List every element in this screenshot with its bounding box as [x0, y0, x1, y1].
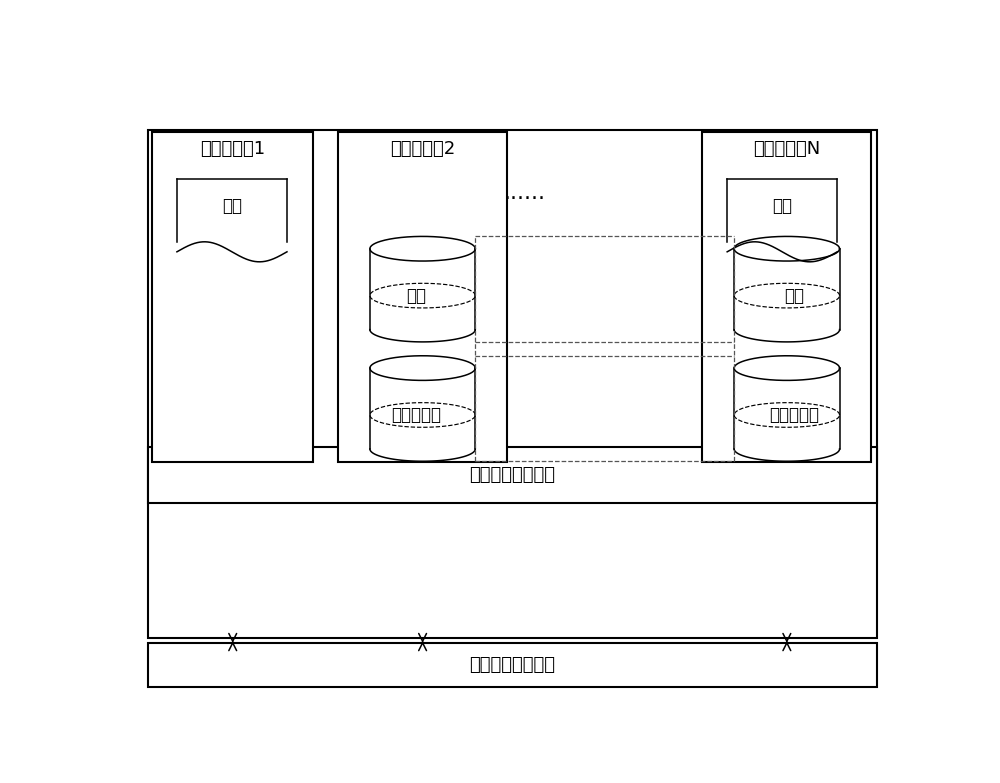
Text: 计算: 计算 [222, 197, 242, 215]
Text: 持久化磁盘: 持久化磁盘 [770, 406, 820, 424]
Bar [152, 132, 313, 462]
Text: 存储资源控制模块: 存储资源控制模块 [470, 466, 556, 484]
Text: 资源服务器1: 资源服务器1 [200, 140, 265, 158]
Text: 资源服务器2: 资源服务器2 [390, 140, 455, 158]
Text: 计算: 计算 [772, 197, 792, 215]
Bar [148, 447, 877, 503]
Text: 高速数据交换网络: 高速数据交换网络 [470, 656, 556, 674]
Text: 资源服务器N: 资源服务器N [753, 140, 820, 158]
Bar [148, 643, 877, 687]
Bar [702, 132, 871, 462]
Text: ......: ...... [503, 182, 545, 203]
Text: 缓存: 缓存 [406, 287, 426, 305]
Bar [148, 130, 877, 638]
Text: 缓存: 缓存 [785, 287, 805, 305]
Bar [338, 132, 507, 462]
Text: 持久化磁盘: 持久化磁盘 [391, 406, 441, 424]
